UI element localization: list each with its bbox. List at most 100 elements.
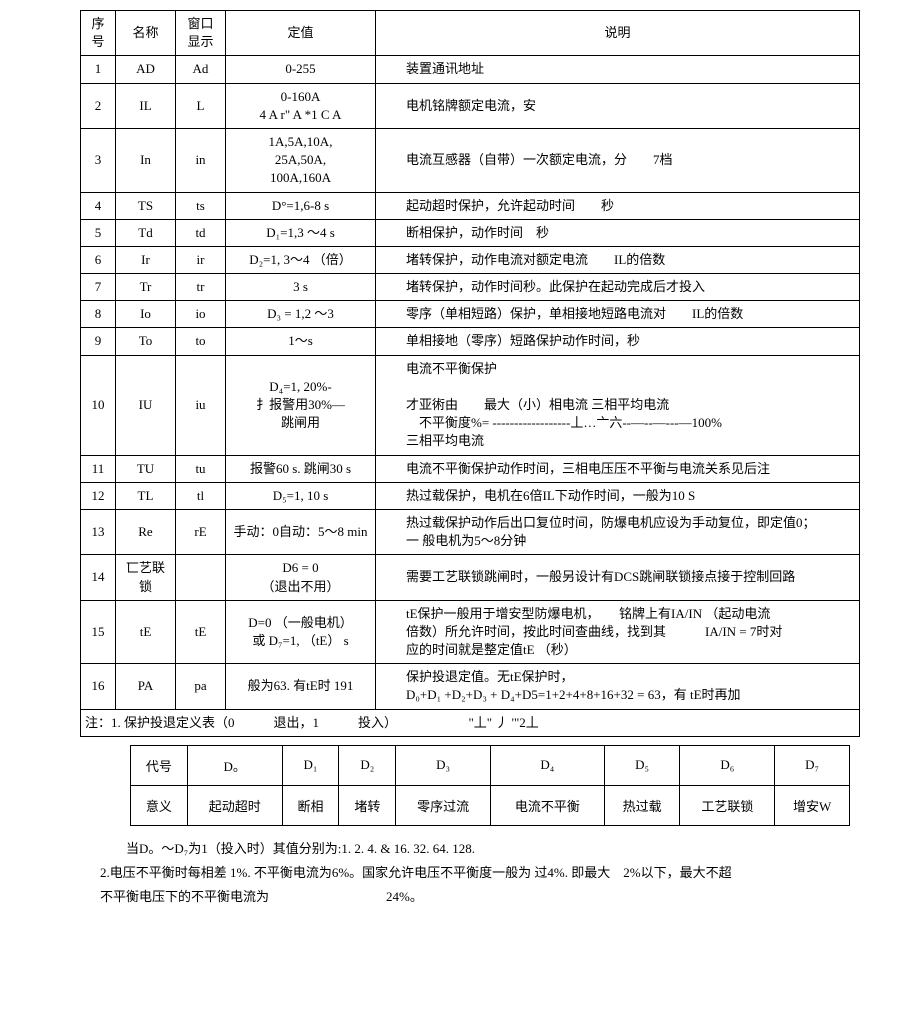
cell-disp: pa <box>176 664 226 709</box>
header-seq: 序号 <box>81 11 116 56</box>
cell-disp: L <box>176 83 226 128</box>
cell-val: 报警60 s. 跳闸30 s <box>226 455 376 482</box>
cell-seq: 9 <box>81 328 116 355</box>
table-row: 11TUtu报警60 s. 跳闸30 s电流不平衡保护动作时间，三相电压压不平衡… <box>81 455 860 482</box>
main-table: 序号 名称 窗口显示 定值 说明 1ADAd0-255装置通讯地址2ILL0-1… <box>80 10 860 737</box>
table-row: 7Trtr3 s堵转保护，动作时间秒。此保护在起动完成后才投入 <box>81 274 860 301</box>
cell-disp: tE <box>176 600 226 664</box>
table-row: 8IoioD₃ = 1,2 〜3零序（单相短路）保护，单相接地短路电流对 IL的… <box>81 301 860 328</box>
cell-name: TU <box>116 455 176 482</box>
cell-desc: 零序（单相短路）保护，单相接地短路电流对 IL的倍数 <box>376 301 860 328</box>
header-desc: 说明 <box>376 11 860 56</box>
def-cell: D₅ <box>604 745 680 785</box>
def-cell: 代号 <box>131 745 188 785</box>
cell-desc: 断相保护，动作时间 秒 <box>376 219 860 246</box>
cell-seq: 2 <box>81 83 116 128</box>
cell-disp: rE <box>176 509 226 554</box>
cell-disp: io <box>176 301 226 328</box>
def-cell: 工艺联锁 <box>680 785 775 825</box>
cell-disp: td <box>176 219 226 246</box>
table-row: 6IrirD₂=1, 3〜4 （倍）堵转保护，动作电流对额定电流 IL的倍数 <box>81 246 860 273</box>
cell-name: TS <box>116 192 176 219</box>
cell-val: 1〜s <box>226 328 376 355</box>
cell-desc: 需要工艺联锁跳闸时，一般另设计有DCS跳闸联锁接点接于控制回路 <box>376 555 860 600</box>
def-cell: D₂ <box>339 745 396 785</box>
table-row: 14匸艺联锁D6 = 0（退出不用）需要工艺联锁跳闸时，一般另设计有DCS跳闸联… <box>81 555 860 600</box>
cell-name: Re <box>116 509 176 554</box>
cell-disp <box>176 555 226 600</box>
table-row: 1ADAd0-255装置通讯地址 <box>81 56 860 83</box>
cell-desc: 堵转保护，动作电流对额定电流 IL的倍数 <box>376 246 860 273</box>
cell-seq: 10 <box>81 355 116 455</box>
cell-seq: 6 <box>81 246 116 273</box>
cell-desc: tE保护一般用于增安型防爆电机， 铭牌上有IA/IN （起动电流倍数）所允许时间… <box>376 600 860 664</box>
cell-disp: tr <box>176 274 226 301</box>
def-cell: 断相 <box>282 785 339 825</box>
header-name: 名称 <box>116 11 176 56</box>
cell-name: AD <box>116 56 176 83</box>
cell-val: 3 s <box>226 274 376 301</box>
notes-block: 当D。〜D₇为1（投入时）其值分别为:1. 2. 4. & 16. 32. 64… <box>80 838 860 908</box>
cell-disp: ir <box>176 246 226 273</box>
cell-desc: 保护投退定值。无tE保护时，D₀+D₁ +D₂+D₃ + D₄+D5=1+2+4… <box>376 664 860 709</box>
definition-table: 代号D。D₁D₂D₃D₄D₅D₆D₇ 意义起动超时断相堵转零序过流电流不平衡热过… <box>130 745 850 826</box>
main-table-header-row: 序号 名称 窗口显示 定值 说明 <box>81 11 860 56</box>
cell-desc: 热过载保护动作后出口复位时间，防爆电机应设为手动复位，即定值0；一 般电机为5〜… <box>376 509 860 554</box>
cell-name: Ir <box>116 246 176 273</box>
cell-desc: 单相接地（零序）短路保护动作时间，秒 <box>376 328 860 355</box>
cell-val: D=0 （一般电机）或 D₇=1, （tE） s <box>226 600 376 664</box>
cell-seq: 5 <box>81 219 116 246</box>
cell-val: D°=1,6-8 s <box>226 192 376 219</box>
cell-seq: 15 <box>81 600 116 664</box>
header-val: 定值 <box>226 11 376 56</box>
cell-val: 手动：0自动：5〜8 min <box>226 509 376 554</box>
cell-name: tE <box>116 600 176 664</box>
cell-desc: 热过载保护，电机在6倍IL下动作时间，一般为10 S <box>376 482 860 509</box>
cell-seq: 11 <box>81 455 116 482</box>
cell-disp: ts <box>176 192 226 219</box>
main-table-footnote: 注：1. 保护投退定义表（0 退出，1 投入） "丄" 丿 '"2丄 <box>81 709 860 736</box>
cell-desc: 装置通讯地址 <box>376 56 860 83</box>
cell-desc: 电机铭牌额定电流，安 <box>376 83 860 128</box>
def-cell: D₆ <box>680 745 775 785</box>
def-table-row-meaning: 意义起动超时断相堵转零序过流电流不平衡热过载工艺联锁增安W <box>131 785 850 825</box>
cell-name: IU <box>116 355 176 455</box>
def-cell: 起动超时 <box>187 785 282 825</box>
cell-name: Td <box>116 219 176 246</box>
def-table-row-code: 代号D。D₁D₂D₃D₄D₅D₆D₇ <box>131 745 850 785</box>
table-row: 3Inin1A,5A,10A,25A,50A,100A,160A电流互感器（自带… <box>81 128 860 192</box>
cell-desc: 电流互感器（自带）一次额定电流，分 7档 <box>376 128 860 192</box>
cell-name: To <box>116 328 176 355</box>
cell-val: 1A,5A,10A,25A,50A,100A,160A <box>226 128 376 192</box>
def-cell: D₇ <box>775 745 850 785</box>
cell-name: Io <box>116 301 176 328</box>
cell-disp: tu <box>176 455 226 482</box>
cell-desc: 电流不平衡保护才亚術由 最大（小）相电流 三相平均电流 不平衡度%= -----… <box>376 355 860 455</box>
cell-desc: 电流不平衡保护动作时间，三相电压压不平衡与电流关系见后注 <box>376 455 860 482</box>
table-row: 15tEtED=0 （一般电机）或 D₇=1, （tE） stE保护一般用于增安… <box>81 600 860 664</box>
cell-name: TL <box>116 482 176 509</box>
cell-val: 0-160A4 A r" A *1 C A <box>226 83 376 128</box>
table-row: 4TStsD°=1,6-8 s起动超时保护，允许起动时间 秒 <box>81 192 860 219</box>
def-cell: D₄ <box>491 745 605 785</box>
cell-disp: tl <box>176 482 226 509</box>
cell-disp: in <box>176 128 226 192</box>
cell-seq: 16 <box>81 664 116 709</box>
note-line-3: 不平衡电压下的不平衡电流为 24%。 <box>100 886 860 908</box>
cell-seq: 13 <box>81 509 116 554</box>
cell-seq: 4 <box>81 192 116 219</box>
cell-val: D₂=1, 3〜4 （倍） <box>226 246 376 273</box>
table-row: 5TdtdD₁=1,3 〜4 s断相保护，动作时间 秒 <box>81 219 860 246</box>
cell-name: PA <box>116 664 176 709</box>
cell-disp: to <box>176 328 226 355</box>
def-cell: 意义 <box>131 785 188 825</box>
def-cell: 堵转 <box>339 785 396 825</box>
cell-seq: 7 <box>81 274 116 301</box>
table-row: 13RerE手动：0自动：5〜8 min热过载保护动作后出口复位时间，防爆电机应… <box>81 509 860 554</box>
table-row: 9Toto1〜s单相接地（零序）短路保护动作时间，秒 <box>81 328 860 355</box>
table-row: 2ILL0-160A4 A r" A *1 C A电机铭牌额定电流，安 <box>81 83 860 128</box>
cell-disp: iu <box>176 355 226 455</box>
def-cell: 电流不平衡 <box>491 785 605 825</box>
cell-val: D₃ = 1,2 〜3 <box>226 301 376 328</box>
def-cell: 热过载 <box>604 785 680 825</box>
